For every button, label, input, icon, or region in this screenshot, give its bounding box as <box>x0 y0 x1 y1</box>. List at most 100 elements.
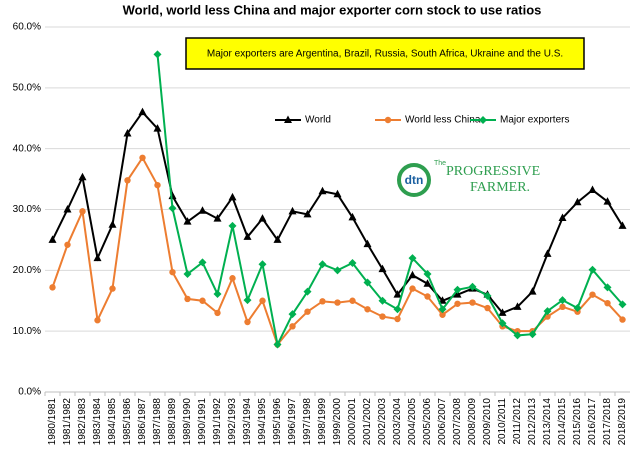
data-point <box>498 319 507 328</box>
data-point <box>409 285 416 292</box>
data-point <box>243 296 252 305</box>
data-point <box>513 331 522 340</box>
data-point <box>228 221 237 230</box>
x-tick-label: 2018/2019 <box>617 398 628 446</box>
data-point <box>559 303 566 311</box>
data-point <box>439 311 446 318</box>
data-point <box>303 287 312 296</box>
data-point <box>213 214 222 222</box>
x-tick-label: 2013/2014 <box>542 398 553 446</box>
data-point <box>259 297 266 304</box>
data-point <box>139 154 146 161</box>
data-point <box>483 291 492 300</box>
data-point <box>619 316 626 323</box>
data-point <box>288 310 297 319</box>
x-tick-label: 1984/1985 <box>107 398 118 446</box>
x-tick-label: 2016/2017 <box>587 398 598 446</box>
data-point <box>94 317 101 324</box>
data-point <box>603 197 612 205</box>
annotation-box <box>185 37 585 70</box>
data-point <box>273 340 282 349</box>
data-point <box>183 217 192 225</box>
x-tick-label: 1987/1988 <box>152 398 163 446</box>
data-point <box>558 296 567 305</box>
data-point <box>588 265 597 274</box>
data-point <box>468 282 477 291</box>
x-tick-label: 1996/1997 <box>287 398 298 446</box>
data-point <box>363 278 372 287</box>
x-tick-label: 2014/2015 <box>557 398 568 446</box>
data-point <box>169 268 176 276</box>
data-point <box>258 214 267 222</box>
logo-name: PROGRESSIVE <box>446 164 540 179</box>
data-point <box>124 177 131 184</box>
legend-marker <box>284 115 292 123</box>
x-tick-label: 1997/1998 <box>302 398 313 446</box>
data-point <box>528 287 537 295</box>
data-point <box>573 304 582 313</box>
legend-label: Major exporters <box>500 115 569 126</box>
y-tick-label: 20.0% <box>13 265 41 276</box>
data-point <box>379 313 386 320</box>
data-point <box>198 258 207 267</box>
logo-mark: dtn <box>405 173 424 187</box>
data-point <box>513 302 522 310</box>
data-point <box>378 296 387 305</box>
data-point <box>484 304 491 312</box>
data-point <box>408 254 417 263</box>
data-point <box>109 285 116 292</box>
data-point <box>229 275 236 282</box>
data-point <box>258 260 267 269</box>
data-point <box>558 213 567 222</box>
x-tick-label: 2003/2004 <box>392 398 403 446</box>
data-point <box>123 128 132 137</box>
x-tick-label: 1981/1982 <box>62 398 73 446</box>
data-point <box>348 212 357 221</box>
x-tick-label: 2015/2016 <box>572 398 583 446</box>
x-tick-label: 1991/1992 <box>212 398 223 446</box>
logo-ring <box>397 163 431 197</box>
data-point <box>153 50 162 59</box>
data-point <box>469 299 476 306</box>
data-point <box>199 297 206 304</box>
data-point <box>618 221 627 229</box>
legend-marker <box>479 116 487 124</box>
x-tick-label: 1989/1990 <box>182 398 193 446</box>
logo-name2: FARMER. <box>470 180 530 195</box>
data-point <box>573 197 582 206</box>
data-point <box>198 206 207 214</box>
x-tick-label: 1994/1995 <box>257 398 268 446</box>
x-tick-label: 1988/1989 <box>167 398 178 446</box>
data-point <box>604 299 611 307</box>
data-point <box>79 208 86 215</box>
x-tick-label: 1999/2000 <box>332 398 343 446</box>
data-point <box>333 189 342 198</box>
x-tick-label: 1993/1994 <box>242 398 253 446</box>
data-point <box>423 269 432 278</box>
data-point <box>348 259 357 268</box>
data-point <box>393 305 402 314</box>
data-point <box>589 291 596 298</box>
series-line <box>156 54 624 348</box>
x-tick-label: 1983/1984 <box>92 398 103 446</box>
y-tick-label: 50.0% <box>13 82 41 93</box>
data-point <box>318 186 327 195</box>
x-tick-label: 1995/1996 <box>272 398 283 446</box>
data-point <box>48 235 57 243</box>
logo: dtn The PROGRESSIVE FARMER. <box>397 160 540 197</box>
x-tick-label: 2017/2018 <box>602 398 613 446</box>
data-point <box>349 297 356 304</box>
legend-label: World less China <box>405 115 481 126</box>
chart-title: World, world less China and major export… <box>123 2 542 17</box>
data-point <box>424 293 431 300</box>
x-tick-label: 1980/1981 <box>47 398 58 446</box>
data-point <box>543 307 552 316</box>
x-tick-label: 1998/1999 <box>317 398 328 446</box>
data-point <box>588 185 597 194</box>
data-point <box>453 290 462 298</box>
x-tick-label: 1992/1993 <box>227 398 238 446</box>
x-tick-label: 2000/2001 <box>347 398 358 446</box>
data-point <box>304 308 311 315</box>
y-tick-label: 40.0% <box>13 143 41 154</box>
data-point <box>49 284 56 291</box>
